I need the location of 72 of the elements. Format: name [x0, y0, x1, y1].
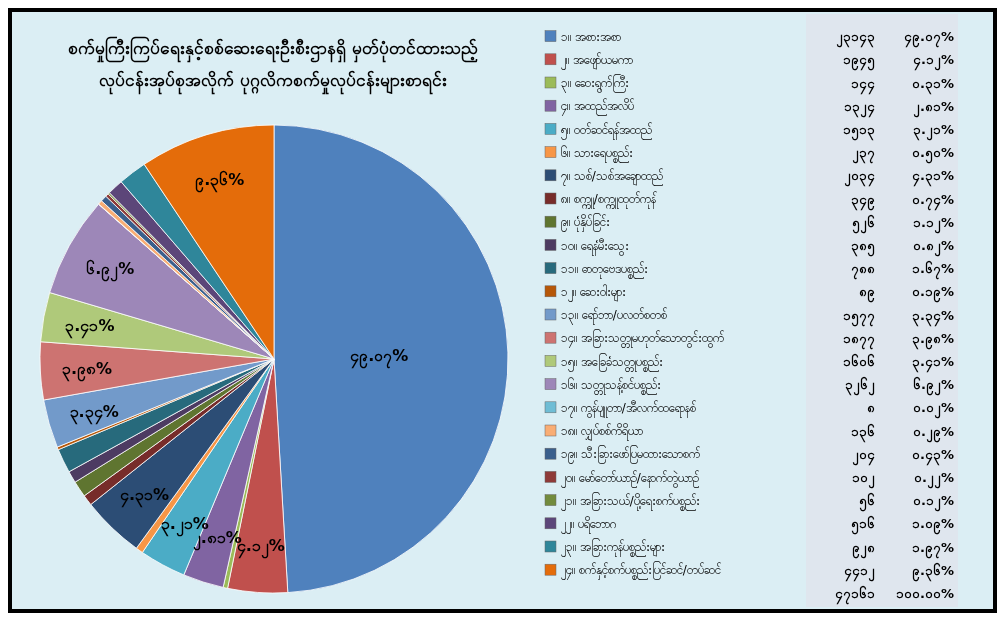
text: ၈ [867, 400, 875, 416]
legend-label: ၂။ အဖျော်ယမကာ [561, 52, 633, 70]
text: ၇၈၈ [851, 261, 875, 281]
text: ၁၃၆ [851, 422, 875, 443]
data-label: ၆.၉၂% [86, 258, 135, 282]
legend-label: ၂၁။ အခြားသယ်/ပို့ရေးစက်ပစ္စည်း [561, 491, 700, 511]
text: ၅၁၆ [851, 515, 875, 536]
legend-label: ၂၃။ အခြားကုန်ပစ္စည်းများ [561, 538, 665, 558]
data-label: ၃.၃၄% [69, 401, 119, 425]
data-label: ၀.၁၂% [913, 493, 954, 513]
text: ၃၂၆၂ [845, 376, 875, 397]
text: ၃၄၉ [851, 191, 875, 211]
text: ၁၅၇၇ [843, 307, 875, 327]
data-label: ၁.၆၇% [912, 260, 954, 281]
legend-label: ၁။ အစားအစာ [561, 29, 621, 44]
data-label: ၄.၃၁% [119, 484, 170, 508]
text: ၁၀၀.၀၀% [896, 585, 954, 601]
data-label: ၁.၁၂% [913, 214, 954, 234]
legend-label: ၁၈။ လျှပ်စစ်ကိရိယာ [561, 423, 643, 442]
data-label: ၀.၃၁% [912, 75, 954, 95]
legend-label: ၁၂။ ဆေးဝါးများ [561, 284, 626, 302]
data-label: ၉.၃၆% [195, 170, 245, 194]
text: စက်မှုကြီးကြပ်ရေးနှင့်စစ်ဆေးရေးဦးစီးဌာနရှိ မှတ်ပုံတင်ထားသည့် လုပ်ငန်းအုပ်စုအလိုက် ပုဂ္ဂလိကစက်မှုလုပ်ငန်းများစာရင်း [68, 36, 478, 95]
text: ၁၃၂၄ [844, 98, 875, 118]
legend-label: ၁၉။ သီးခြားဖော်ပြမထားသောစက် [561, 445, 700, 465]
text: ၁၉၄၅ [843, 52, 875, 72]
text: ၁၈၇၇ [843, 330, 875, 350]
data-label: ၀.၇၄% [912, 191, 954, 211]
data-label: ၃.၄၁% [65, 315, 115, 339]
text: ၃၈၅ [851, 237, 875, 257]
data-label: ၃.၉၈% [61, 359, 113, 383]
legend-label: ၈။ စက္ကူ/စက္ကူထုတ်ကုန် [561, 191, 657, 210]
data-label: ၀.၅၀% [912, 145, 954, 165]
data-label: ၁.၉၇% [912, 539, 954, 559]
text: ၄၄၁၂ [844, 562, 875, 582]
legend-label: ၄။ အထည်အလိပ် [561, 98, 634, 117]
legend-label: ၂၄။ စက်နှင့်စက်ပစ္စည်းပြင်ဆင်/တပ်ဆင် [561, 561, 721, 581]
legend-label: ၆။ သားရေပစ္စည်း [561, 144, 633, 163]
data-label: ၄၉.၀၇% [350, 346, 409, 370]
text: ၂၀၄ [852, 446, 875, 466]
legend-label: ၁၄။ အခြားသတ္တုမဟုတ်သောတွင်းထွက် [561, 329, 724, 349]
legend-label: ၂၂။ ပရိဘောဂ [561, 516, 616, 534]
text: ၁၀၂ [852, 469, 875, 489]
text: ၉၂၈ [852, 539, 875, 559]
legend-label: ၁၃။ ရော်ဘာ/ပလတ်စတစ် [561, 307, 667, 326]
data-label: ၀.၈၂% [913, 237, 954, 257]
text: ၂၀၃၄ [844, 168, 875, 188]
text: ၅၆ [859, 492, 875, 513]
legend-label: ၁၅။ အခြေခံသတ္တုပစ္စည်း [561, 352, 663, 372]
text: ၄၇၁၆၁ [835, 584, 875, 605]
data-label: ၁.၀၉% [912, 516, 954, 536]
legend-label: ၁၀။ ရေနံမီးသွေး [561, 237, 629, 256]
legend-label: ၃။ ဆေးရွက်ကြီး [561, 74, 629, 94]
text: ၁၅၁၃ [843, 121, 875, 141]
data-label: ၀.၂၂% [914, 469, 954, 489]
legend-label: ၂၀။ မော်တော်ယာဉ်/နောက်တွဲယာဉ် [561, 469, 699, 488]
text: ၂၃၁၄၃ [836, 29, 875, 49]
legend-label: ၇။ သစ်/သစ်အချောထည် [561, 168, 663, 186]
text: ၅၂၆ [852, 213, 875, 234]
text: ၂၃၇ [852, 145, 875, 165]
legend-label: ၉။ ပုံနှိပ်ခြင်း [561, 213, 610, 233]
legend-label: ၁၆။ သတ္တုသန့်စင်ပစ္စည်း [561, 376, 661, 395]
legend-label: ၁၁။ ဓာတုဗေဒပစ္စည်း [561, 260, 648, 279]
data-label: ၀.၁၉% [912, 284, 954, 304]
text: ၁၆၀၆ [843, 352, 875, 369]
legend-label: ၁၇။ ကွန်ပျူတာ/အီလက်ထရောနစ် [561, 400, 696, 418]
legend-label: ၅။ ဝတ်ဆင်ရန်အထည် [561, 121, 652, 140]
text: ၁၄၄ [851, 75, 875, 95]
data-label: ၀.၀၂% [913, 400, 954, 420]
text: ၈၉ [859, 284, 875, 304]
data-label: ၀.၄၃% [912, 446, 954, 466]
data-label: ၀.၂၉% [913, 423, 954, 443]
